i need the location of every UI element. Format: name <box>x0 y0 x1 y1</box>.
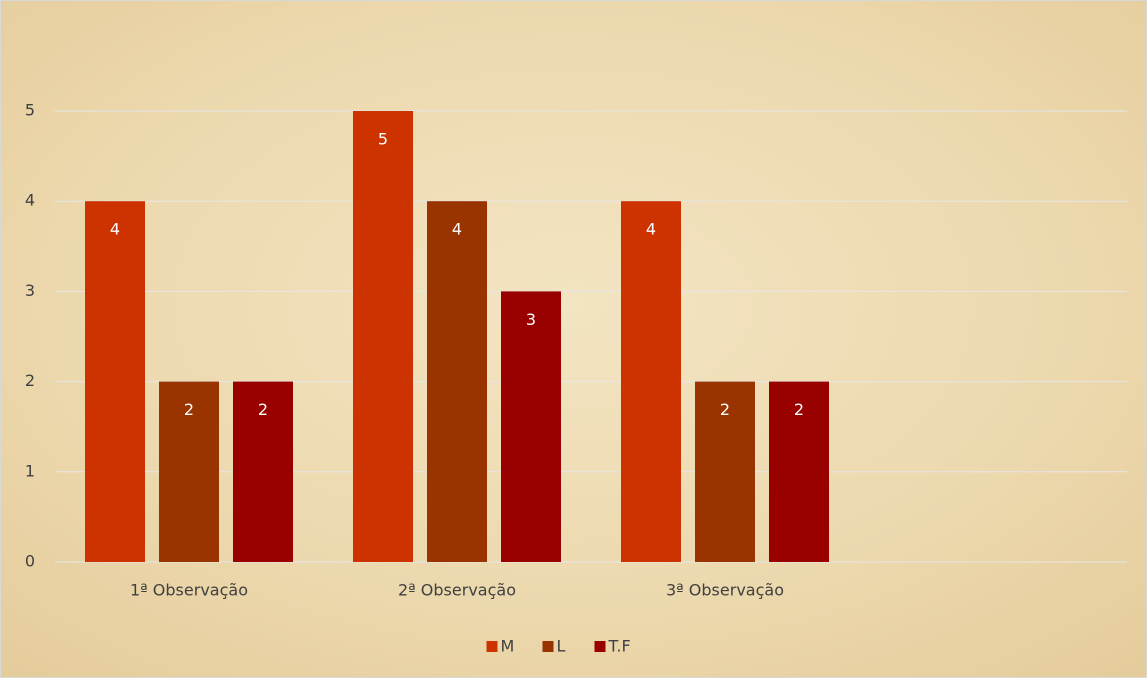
y-tick-label: 4 <box>25 191 35 210</box>
bar <box>427 201 487 562</box>
bar <box>769 381 829 562</box>
bar <box>233 381 293 562</box>
bar <box>501 291 561 562</box>
value-label: 2 <box>258 400 268 419</box>
y-tick-label: 1 <box>25 461 35 480</box>
legend-swatch <box>486 641 498 652</box>
value-label: 4 <box>452 220 462 239</box>
value-label: 2 <box>184 400 194 419</box>
y-tick-label: 2 <box>25 371 35 390</box>
bar <box>621 201 681 562</box>
y-tick-label: 0 <box>25 552 35 571</box>
bar <box>695 381 755 562</box>
value-label: 5 <box>378 130 388 149</box>
legend-label: L <box>557 637 566 656</box>
value-label: 2 <box>794 400 804 419</box>
legend-label: M <box>501 637 515 656</box>
bar <box>353 111 413 562</box>
x-tick-label: 2ª Observação <box>398 581 516 600</box>
x-tick-label: 1ª Observação <box>130 581 248 600</box>
y-tick-label: 3 <box>25 281 35 300</box>
value-label: 2 <box>720 400 730 419</box>
bar <box>85 201 145 562</box>
y-tick-label: 5 <box>25 101 35 120</box>
legend-label: T.F <box>608 637 631 656</box>
value-label: 4 <box>646 220 656 239</box>
bar <box>159 381 219 562</box>
legend-swatch <box>542 641 554 652</box>
x-tick-label: 3ª Observação <box>666 581 784 600</box>
legend-swatch <box>594 641 606 652</box>
value-label: 4 <box>110 220 120 239</box>
value-label: 3 <box>526 310 536 329</box>
